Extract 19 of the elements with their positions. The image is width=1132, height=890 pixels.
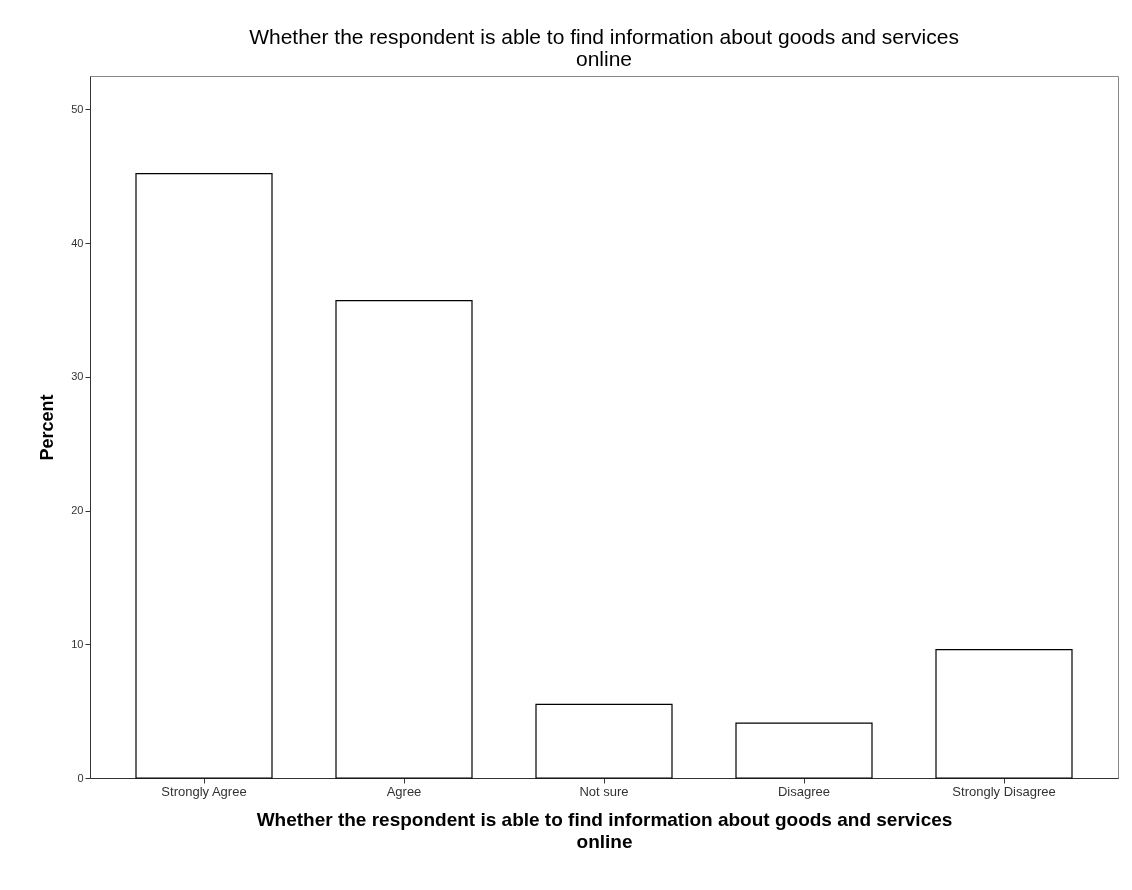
bar [335,300,473,779]
bar [135,173,273,779]
x-tick-label: Strongly Agree [161,783,247,799]
y-tick-label: 0 [77,771,84,784]
x-tick-label: Agree [386,783,422,799]
y-tick-label: 50 [71,102,84,115]
x-axis-title: Whether the respondent is able to find information about goods and services online [256,808,953,852]
y-tick-label: 40 [71,236,84,249]
x-tick-label: Disagree [777,783,831,799]
y-tick-label: 10 [71,637,84,650]
chart-title: Whether the respondent is able to find information about goods and services online [249,25,959,70]
y-axis-title: Percent [37,394,58,461]
bar [735,722,873,779]
y-tick-label: 30 [71,370,84,383]
y-tick-label: 20 [71,504,84,517]
x-tick-label: Strongly Disagree [952,783,1056,799]
x-tick-label: Not sure [579,783,629,799]
bar [935,649,1073,779]
bar [535,703,673,779]
